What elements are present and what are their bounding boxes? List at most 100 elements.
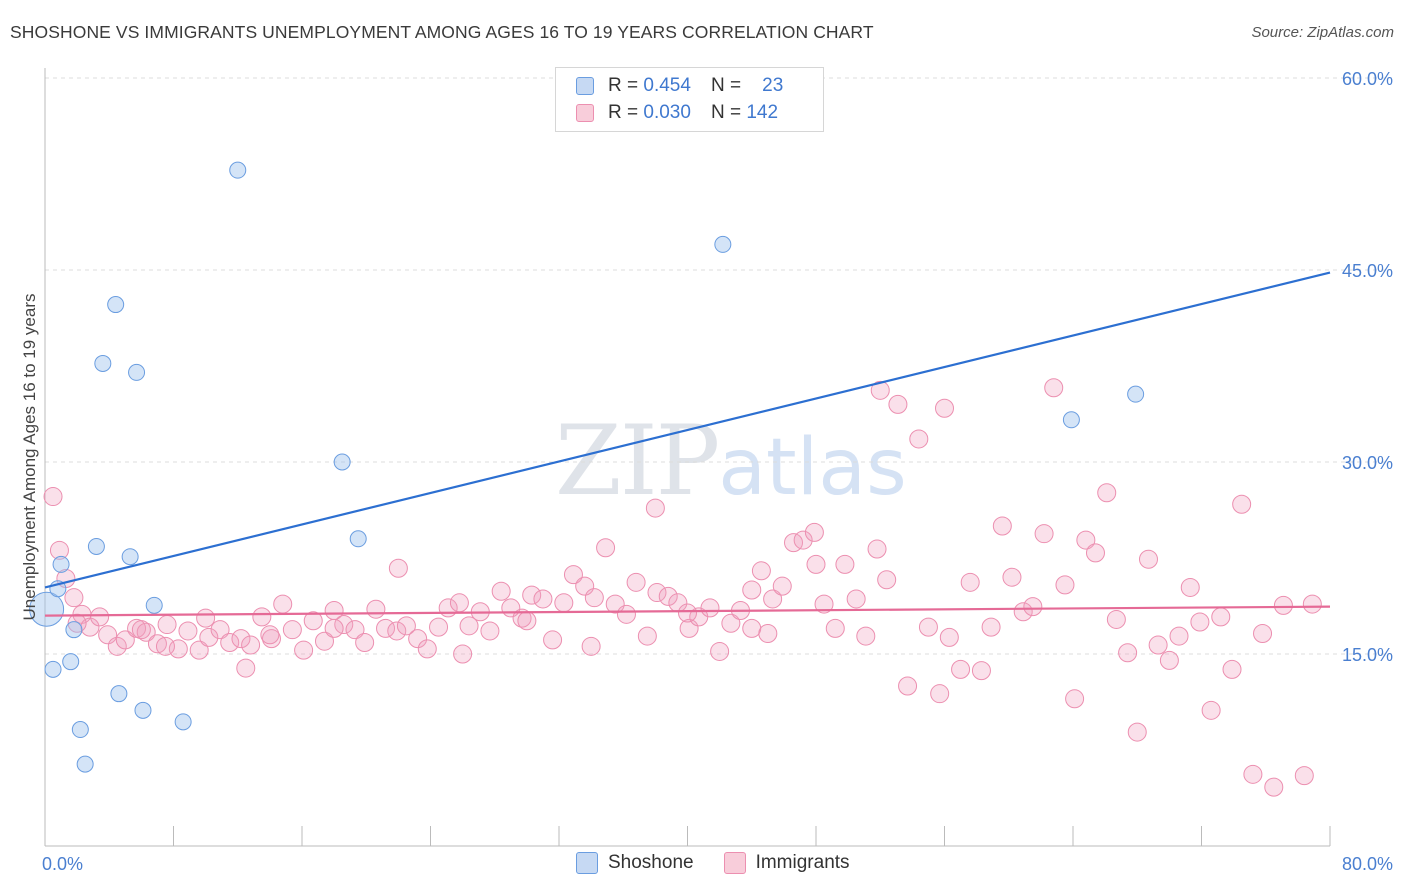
legend-r-value: 0.030 [643, 102, 691, 123]
y-tick-label: 30.0% [1342, 453, 1393, 473]
immigrants-point [314, 631, 334, 651]
immigrants-point [758, 624, 778, 644]
immigrants-point [417, 639, 437, 659]
legend-n-label: N = [710, 75, 742, 96]
shoshone-point [229, 161, 247, 179]
shoshone-point [65, 621, 83, 639]
immigrants-point [273, 594, 293, 614]
immigrants-point [107, 636, 127, 656]
legend-n-value: 142 [746, 102, 779, 123]
immigrants-point [453, 644, 473, 664]
trend-lines [44, 271, 1331, 617]
immigrants-point [459, 616, 479, 636]
immigrants-point [772, 576, 792, 596]
immigrants-point [1180, 577, 1200, 597]
immigrants-point [1264, 777, 1284, 797]
immigrants-point [376, 618, 396, 638]
immigrants-point [1106, 609, 1126, 629]
immigrants-point [522, 585, 542, 605]
immigrants-point [236, 658, 256, 678]
immigrants-point [1138, 549, 1158, 569]
immigrants-point [867, 539, 887, 559]
shoshone-point [714, 235, 732, 253]
shoshone-point [94, 354, 112, 372]
immigrants-point [408, 629, 428, 649]
immigrants-point [303, 611, 323, 631]
shoshone-point [44, 660, 62, 678]
immigrants-point [658, 586, 678, 606]
shoshone-point [1127, 385, 1145, 403]
legend-item-shoshone: Shoshone [576, 852, 694, 874]
legend-label-shoshone: Shoshone [608, 852, 694, 873]
immigrants-trend-line [44, 605, 1331, 617]
shoshone-trend-line [44, 271, 1331, 589]
immigrants-point [877, 570, 897, 590]
shoshone-point [349, 530, 367, 548]
y-axis-label: Unemployment Among Ages 16 to 19 years [20, 294, 39, 621]
immigrants-point [647, 583, 667, 603]
immigrants-point [1023, 597, 1043, 617]
immigrants-point [1097, 483, 1117, 503]
immigrants-point [1076, 530, 1096, 550]
immigrants-point [115, 630, 135, 650]
shoshone-point [333, 453, 351, 471]
immigrants-point [1211, 607, 1231, 627]
immigrants-point [918, 617, 938, 637]
gridlines [45, 77, 1392, 655]
immigrants-point [49, 540, 69, 560]
immigrants-point [241, 635, 261, 655]
immigrants-point [1243, 764, 1263, 784]
chart-title: SHOSHONE VS IMMIGRANTS UNEMPLOYMENT AMON… [10, 22, 874, 42]
shoshone-point [1062, 411, 1080, 429]
immigrants-point [806, 554, 826, 574]
immigrants-point [90, 607, 110, 627]
shoshone-point [174, 713, 192, 731]
immigrants-point [645, 498, 665, 518]
immigrants-point [742, 580, 762, 600]
immigrants-point [700, 598, 720, 618]
immigrants-point [1190, 612, 1210, 632]
immigrants-point [898, 676, 918, 696]
legend-n-label: N = [710, 102, 742, 123]
immigrants-point [220, 632, 240, 652]
immigrants-point [1232, 494, 1252, 514]
immigrants-point [80, 617, 100, 637]
immigrants-point [678, 603, 697, 623]
correlation-legend: R = 0.454 N = 23 R = 0.030 N = 142 [555, 67, 824, 132]
immigrants-point [616, 604, 636, 624]
immigrants-point [1065, 689, 1085, 709]
shoshone-point [76, 755, 94, 773]
immigrants-point [136, 622, 156, 642]
shoshone-swatch [576, 852, 598, 874]
immigrants-point [1201, 700, 1221, 720]
immigrants-point [196, 608, 216, 628]
immigrants-point [1302, 594, 1322, 614]
immigrants-point [517, 611, 537, 631]
immigrants-point [449, 593, 469, 613]
immigrants-point [512, 608, 532, 628]
x-tick-label: 80.0% [1342, 854, 1393, 874]
immigrants-point [835, 554, 855, 574]
shoshone-point [87, 537, 105, 555]
immigrants-point [793, 530, 813, 550]
y-tick-label: 15.0% [1342, 645, 1393, 665]
legend-label-immigrants: Immigrants [755, 852, 850, 873]
immigrants-point [260, 625, 280, 645]
axis-labels: 15.0% 30.0% 45.0% 60.0% 0.0% 80.0% Unemploymen… [20, 69, 1393, 874]
immigrants-point [178, 621, 198, 641]
ticks [44, 826, 1331, 846]
immigrants-point [533, 589, 553, 609]
legend-r-label: R = [608, 102, 639, 123]
immigrants-point [1253, 624, 1273, 644]
immigrants-point [282, 620, 302, 640]
immigrants-point [1148, 635, 1168, 655]
immigrants-point [596, 538, 616, 558]
immigrants-point [951, 659, 971, 679]
immigrants-point [581, 636, 601, 656]
immigrants-point [1222, 659, 1242, 679]
immigrants-point [825, 618, 845, 638]
immigrants-point [1013, 602, 1033, 622]
immigrants-point [1118, 643, 1138, 663]
immigrants-point [1169, 626, 1189, 646]
source-label: Source: ZipAtlas.com [1251, 24, 1394, 41]
